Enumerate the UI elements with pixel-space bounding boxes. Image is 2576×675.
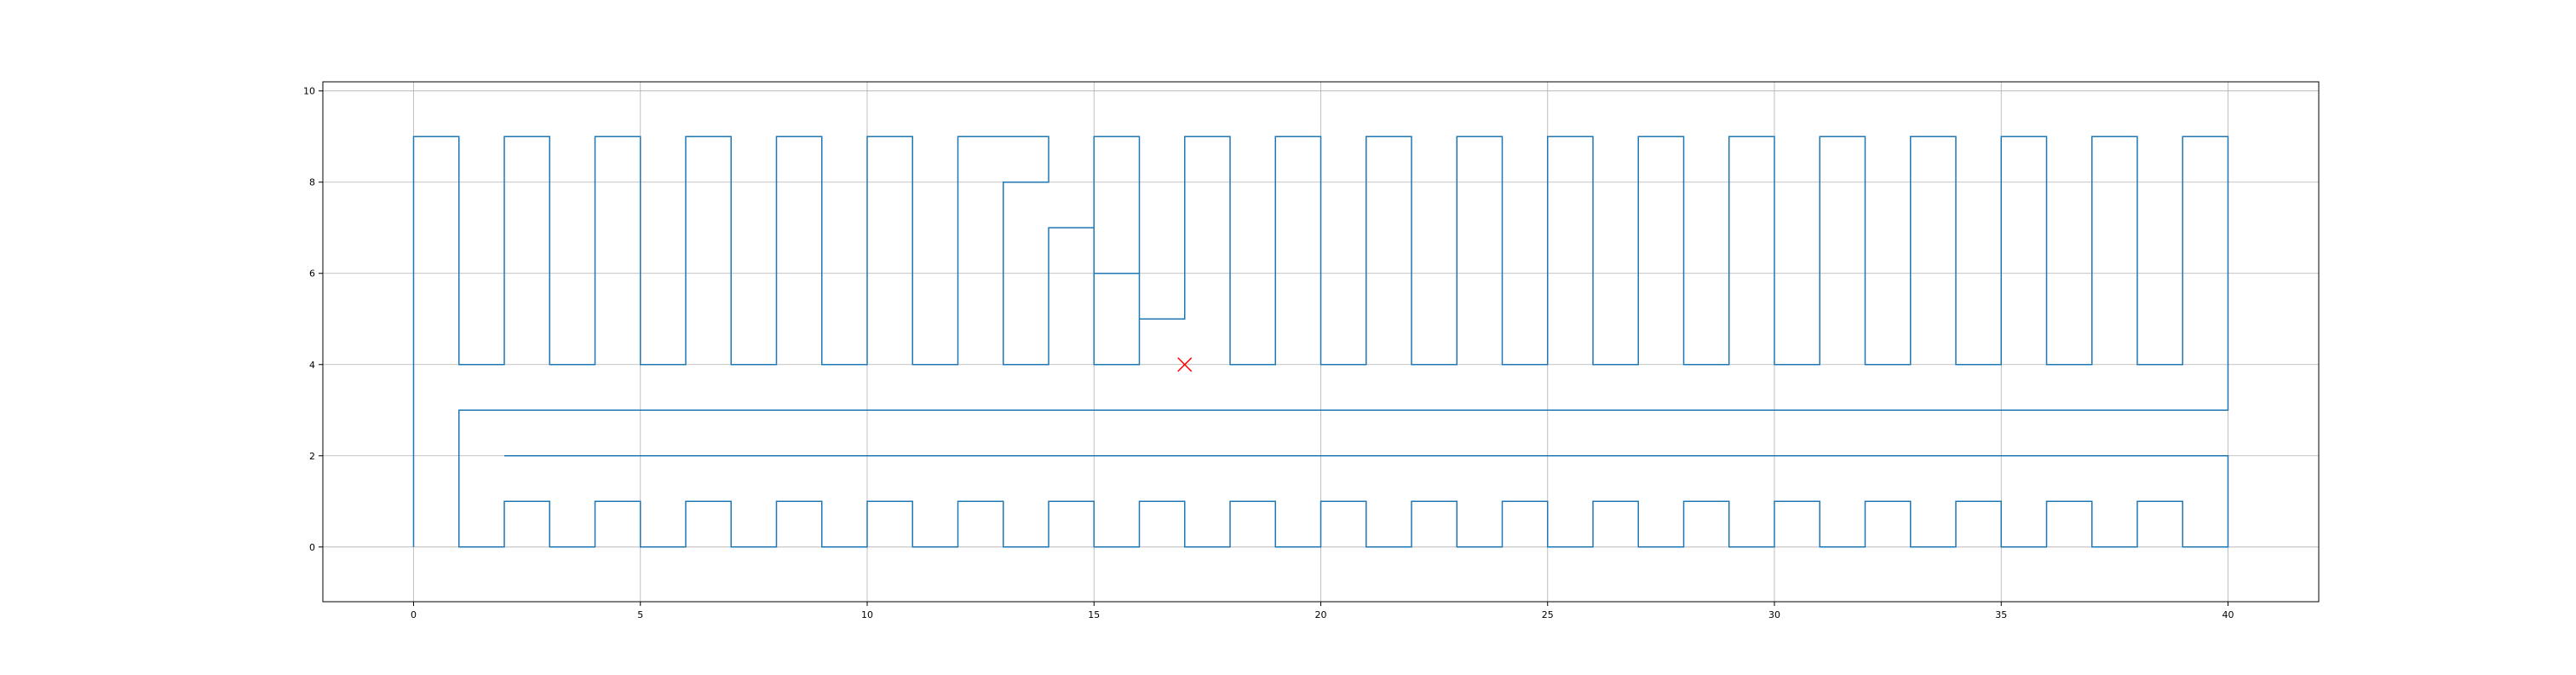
y-tick-label: 2 (309, 451, 315, 462)
x-tick-label: 40 (2222, 609, 2234, 620)
marker-layer (1177, 357, 1193, 372)
tick-layer: 0 5 10 15 20 25 30 35 40 0 2 4 6 8 10 (303, 86, 2234, 620)
y-tick-label: 6 (309, 268, 315, 280)
y-tick-label: 0 (309, 542, 315, 553)
x-marker (1177, 357, 1193, 372)
series-layer (412, 136, 2229, 548)
x-tick-label: 15 (1088, 609, 1100, 620)
y-tick-label: 8 (309, 177, 315, 188)
x-tick-label: 20 (1315, 609, 1327, 620)
x-tick-label: 25 (1542, 609, 1554, 620)
x-tick-label: 0 (411, 609, 417, 620)
x-tick-label: 35 (1995, 609, 2007, 620)
y-tick-label: 4 (309, 360, 315, 371)
series-line (412, 136, 2229, 548)
x-tick-label: 30 (1768, 609, 1780, 620)
x-tick-label: 5 (637, 609, 643, 620)
y-tick-label: 10 (303, 86, 315, 97)
x-tick-label: 10 (861, 609, 873, 620)
